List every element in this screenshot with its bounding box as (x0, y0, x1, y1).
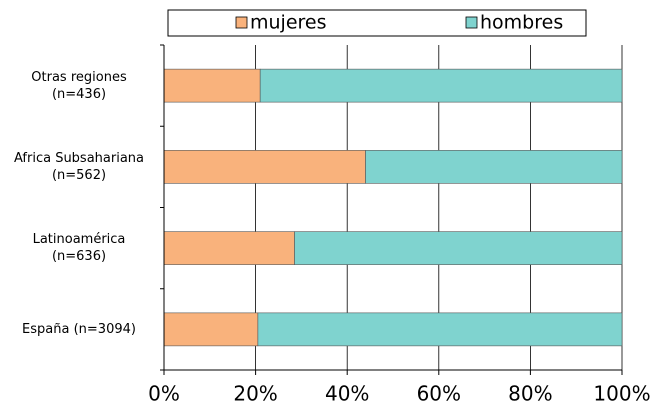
x-tick-label: 20% (233, 382, 277, 406)
category-label: Latinoamérica (n=636) (32, 232, 126, 265)
bar-segment (163, 312, 259, 347)
category-label: Africa Subsahariana (n=562) (13, 150, 145, 183)
legend-swatch (465, 16, 478, 29)
x-tick-label: 0% (148, 382, 180, 406)
category-label: España (n=3094) (22, 321, 136, 337)
bar-segment (163, 231, 295, 265)
bar-segment (163, 68, 261, 103)
bar-segment (259, 68, 623, 103)
legend-swatch (235, 16, 248, 29)
legend-label: mujeres (250, 12, 327, 34)
legend-label: hombres (480, 12, 563, 34)
x-tick-label: 80% (508, 382, 552, 406)
x-tick-label: 100% (593, 382, 650, 406)
bar-segment (163, 150, 366, 184)
bar-segment (365, 150, 623, 184)
x-tick-label: 60% (417, 382, 461, 406)
bar-segment (257, 312, 623, 347)
bar-segment (294, 231, 623, 265)
x-tick-label: 40% (325, 382, 369, 406)
category-label: Otras regiones (n=436) (31, 69, 127, 102)
